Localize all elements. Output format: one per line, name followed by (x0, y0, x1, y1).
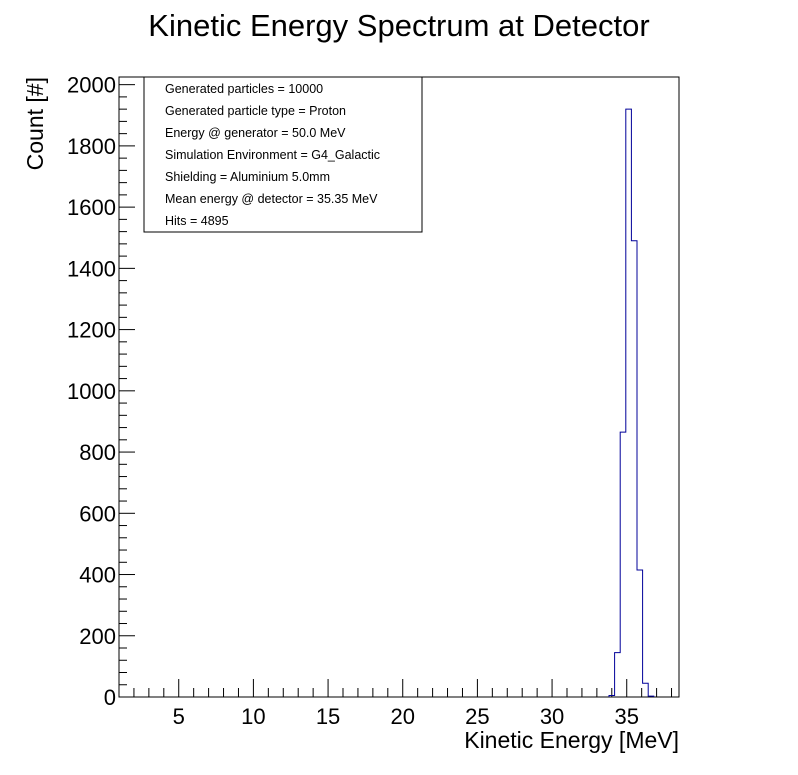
histogram-bin (615, 653, 621, 697)
stats-line: Mean energy @ detector = 35.35 MeV (165, 192, 378, 206)
x-tick-label: 25 (465, 704, 489, 729)
histogram-bin (626, 109, 632, 697)
x-tick-label: 30 (540, 704, 564, 729)
y-axis-label: Count [#] (22, 77, 48, 170)
y-tick-label: 400 (79, 563, 116, 588)
histogram-series-line (608, 108, 655, 697)
x-tick-label: 15 (316, 704, 340, 729)
stats-line: Hits = 4895 (165, 214, 229, 228)
stats-line: Shielding = Aluminium 5.0mm (165, 170, 330, 184)
y-tick-label: 1200 (67, 318, 116, 343)
chart-title: Kinetic Energy Spectrum at Detector (148, 8, 649, 43)
y-axis-ticks (119, 84, 135, 698)
y-tick-label: 1800 (67, 134, 116, 159)
y-tick-label: 1600 (67, 195, 116, 220)
stats-line: Simulation Environment = G4_Galactic (165, 148, 380, 162)
x-axis-tick-labels: 5 10 15 20 25 30 35 (173, 704, 639, 729)
stats-box: Generated particles = 10000 Generated pa… (143, 76, 423, 233)
y-tick-label: 1000 (67, 379, 116, 404)
y-tick-label: 0 (104, 685, 116, 710)
x-tick-label: 20 (390, 704, 414, 729)
y-tick-label: 600 (79, 501, 116, 526)
y-axis-tick-labels: 0 200 400 600 800 1000 1200 1400 1600 1800 2000 (67, 73, 116, 710)
histogram-bin (631, 241, 637, 697)
histogram-bin (637, 570, 643, 697)
x-tick-label: 10 (241, 704, 265, 729)
stats-line: Generated particles = 10000 (165, 82, 323, 96)
y-tick-label: 2000 (67, 73, 116, 98)
y-tick-label: 800 (79, 440, 116, 465)
x-tick-label: 35 (614, 704, 638, 729)
stats-line: Generated particle type = Proton (165, 104, 346, 118)
x-tick-label: 5 (173, 704, 185, 729)
x-axis-ticks (118, 679, 673, 697)
histogram-bin (620, 432, 626, 697)
x-axis-label: Kinetic Energy [MeV] (464, 727, 679, 753)
stats-line: Energy @ generator = 50.0 MeV (165, 126, 346, 140)
y-tick-label: 200 (79, 624, 116, 649)
histogram-bin (643, 683, 649, 697)
stats-box-frame (143, 76, 423, 233)
y-tick-label: 1400 (67, 256, 116, 281)
